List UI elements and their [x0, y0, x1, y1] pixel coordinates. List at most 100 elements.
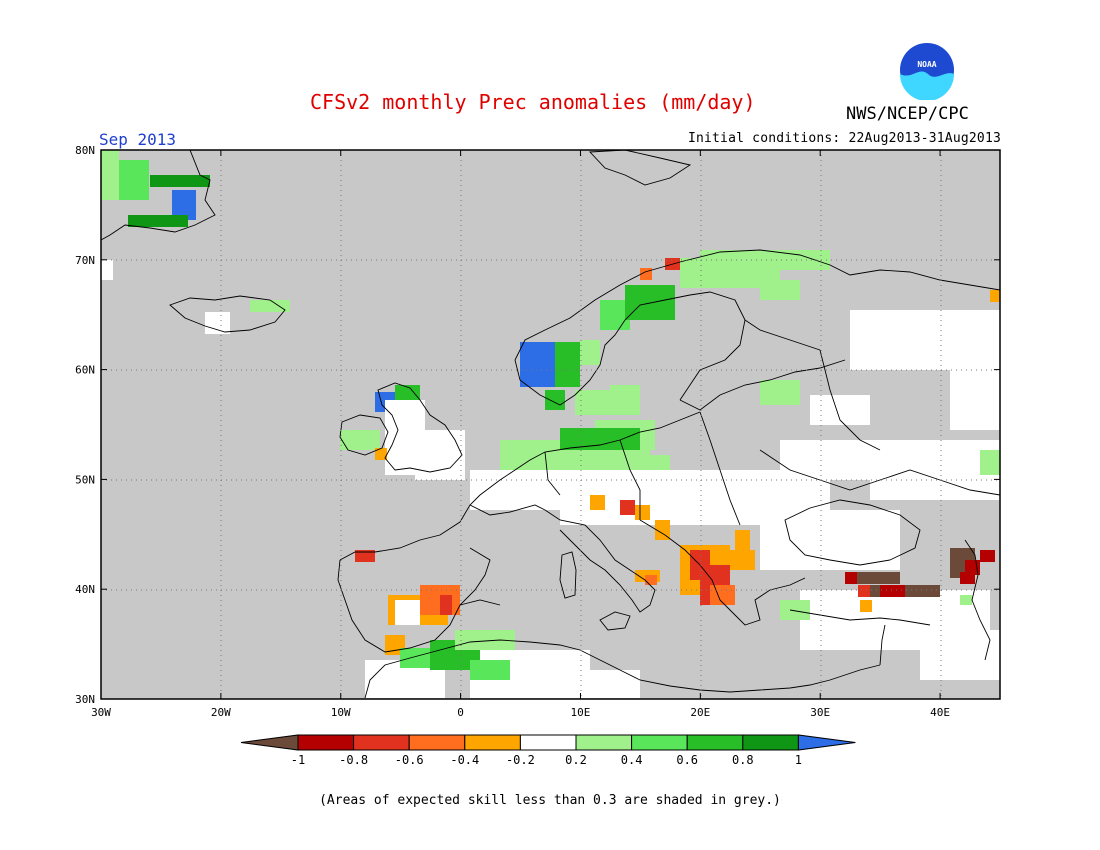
colorbar-segment: [464, 734, 521, 751]
anomaly-cell: [560, 428, 640, 450]
anomaly-cell: [395, 600, 420, 625]
colorbar-segment: [575, 734, 633, 751]
anomaly-cell: [580, 340, 600, 365]
forecast-month: Sep 2013: [99, 130, 177, 149]
anomaly-cell: [590, 495, 605, 510]
colorbar-tick-label: 0.6: [676, 753, 698, 767]
anomaly-cell: [440, 595, 452, 615]
anomaly-cell: [645, 575, 657, 585]
anomaly-cell: [610, 385, 640, 415]
anomaly-cell: [545, 390, 565, 410]
anomaly-cell: [950, 370, 1000, 430]
lat-label: 30N: [75, 693, 95, 706]
anomaly-cell: [760, 380, 800, 405]
anomaly-cell: [150, 175, 210, 187]
anomaly-cell: [101, 150, 119, 200]
anomaly-cell: [980, 550, 995, 562]
anomaly-cell: [880, 585, 905, 597]
colorbar-tick-label: 0.2: [565, 753, 587, 767]
colorbar-segment: [631, 734, 688, 751]
lon-label: 0: [457, 706, 464, 719]
anomaly-cell: [760, 510, 900, 570]
lon-label: 20E: [690, 706, 710, 719]
anomaly-cell: [960, 595, 972, 605]
anomaly-cell: [470, 660, 510, 680]
map-title: CFSv2 monthly Prec anomalies (mm/day): [310, 90, 756, 114]
lat-label: 50N: [75, 473, 95, 486]
anomaly-cell: [250, 300, 290, 312]
colorbar-labels: -1 -0.8 -0.6 -0.4 -0.2 0.2 0.4 0.6 0.8 1: [291, 753, 802, 767]
anomaly-cell: [850, 572, 900, 584]
anomaly-cell: [780, 600, 810, 620]
anomaly-cell: [730, 550, 755, 570]
lat-label: 60N: [75, 364, 95, 377]
lon-label: 30E: [810, 706, 830, 719]
anomaly-cell: [101, 260, 113, 280]
lat-label: 80N: [75, 144, 95, 157]
lon-label: 40E: [930, 706, 950, 719]
anomaly-cell: [128, 215, 188, 227]
anomaly-cell: [858, 585, 870, 597]
latitude-labels: 80N 70N 60N 50N 40N 30N: [75, 144, 95, 706]
colorbar-segment: [353, 734, 410, 751]
anomaly-cell: [540, 670, 640, 698]
anomaly-cell: [555, 342, 580, 387]
anomaly-cell: [520, 342, 555, 387]
skill-footnote: (Areas of expected skill less than 0.3 a…: [319, 793, 781, 808]
colorbar-segment: [686, 734, 744, 751]
anomaly-cell: [119, 160, 149, 200]
colorbar-low-arrow: [240, 734, 299, 751]
anomaly-cell: [205, 312, 230, 334]
anomaly-cell: [845, 572, 857, 584]
anomaly-cell: [850, 310, 1000, 370]
anomaly-cell: [980, 450, 1000, 475]
colorbar-segment: [297, 734, 355, 751]
colorbar-tick-label: 0.8: [732, 753, 754, 767]
lon-label: 20W: [211, 706, 231, 719]
anomaly-cell: [625, 285, 675, 320]
anomaly-cells: [101, 150, 1000, 698]
anomaly-cell: [760, 280, 800, 300]
colorbar-tick-label: -0.2: [506, 753, 535, 767]
lon-label: 30W: [91, 706, 111, 719]
initial-conditions: Initial conditions: 22Aug2013-31Aug2013: [687, 131, 1001, 146]
anomaly-cell: [870, 440, 1000, 500]
noaa-logo-icon: NOAA: [898, 41, 956, 100]
map-frame: [100, 149, 1001, 700]
anomaly-cell: [375, 448, 387, 460]
anomaly-cell: [920, 630, 1000, 680]
longitude-labels: 30W 20W 10W 0 10E 20E 30E 40E: [91, 706, 950, 719]
anomaly-cell: [340, 430, 380, 450]
anomaly-cell: [700, 250, 830, 270]
anomaly-cell: [415, 430, 465, 480]
anomaly-cell: [455, 630, 515, 650]
colorbar-segment: [742, 734, 799, 751]
axis-ticks: [100, 149, 1000, 700]
colorbar-high-arrow: [797, 734, 856, 751]
lat-label: 40N: [75, 583, 95, 596]
anomaly-cell: [620, 500, 635, 515]
lon-label: 10W: [331, 706, 351, 719]
svg-text:NOAA: NOAA: [917, 60, 936, 69]
colorbar-tick-label: -1: [291, 753, 305, 767]
coastlines: [100, 149, 1001, 699]
anomaly-cell: [960, 572, 975, 584]
colorbar-segment: [519, 734, 577, 751]
colorbar-tick-label: -0.6: [395, 753, 424, 767]
lat-label: 70N: [75, 254, 95, 267]
anomaly-cell: [575, 390, 615, 415]
agency-label: NWS/NCEP/CPC: [846, 104, 969, 124]
anomaly-cell: [635, 505, 650, 520]
colorbar: [240, 734, 856, 751]
anomaly-cell: [990, 290, 1000, 302]
lon-label: 10E: [571, 706, 591, 719]
colorbar-tick-label: 1: [795, 753, 802, 767]
anomaly-cell: [735, 530, 750, 550]
colorbar-tick-label: -0.8: [339, 753, 368, 767]
anomaly-cell: [860, 600, 872, 612]
colorbar-tick-label: 0.4: [621, 753, 643, 767]
colorbar-segment: [408, 734, 466, 751]
colorbar-tick-label: -0.4: [450, 753, 479, 767]
anomaly-cell: [655, 520, 670, 540]
